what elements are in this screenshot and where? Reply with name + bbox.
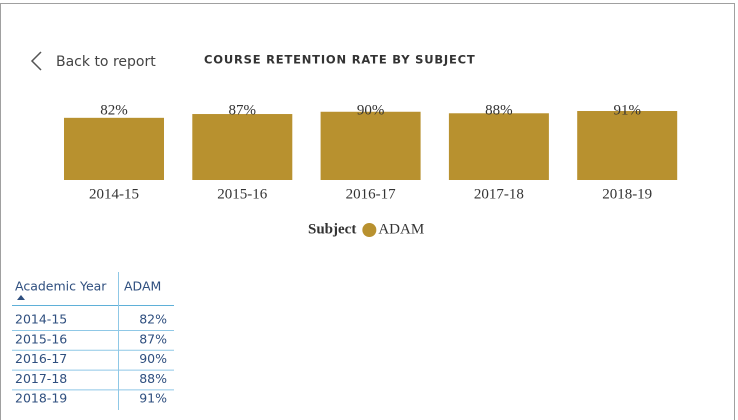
bar <box>64 117 164 180</box>
bar <box>448 113 549 180</box>
bar <box>577 111 678 180</box>
x-tick-label: 2016-17 <box>346 186 396 202</box>
sort-indicator <box>17 295 25 300</box>
cell: 91% <box>139 391 167 406</box>
column-header[interactable]: ADAM <box>124 279 161 294</box>
data-label: 87% <box>229 102 257 118</box>
cell: 88% <box>139 371 167 386</box>
legend-swatch <box>362 223 377 237</box>
x-tick-label: 2018-19 <box>602 186 652 202</box>
data-label: 82% <box>100 102 128 118</box>
table: Academic Year ADAM 2014-15 82% 2015-16 87% 2… <box>12 272 174 410</box>
back-label[interactable]: Back to report <box>56 54 156 70</box>
cell: 2015-16 <box>15 331 67 346</box>
cell: 2016-17 <box>15 351 67 366</box>
frame <box>0 3 735 420</box>
column-header[interactable]: Academic Year <box>15 279 107 294</box>
x-tick-label: 2014-15 <box>89 186 139 202</box>
chart-title: COURSE RETENTION RATE BY SUBJECT <box>204 53 476 67</box>
bar <box>320 111 421 180</box>
data-label: 88% <box>485 102 513 118</box>
x-tick-label: 2017-18 <box>474 186 524 202</box>
back-chevron <box>30 51 42 71</box>
bar <box>192 114 293 180</box>
data-label: 91% <box>613 102 641 118</box>
legend-title: Subject <box>308 221 356 237</box>
cell: 2014-15 <box>15 312 67 327</box>
cell: 2017-18 <box>15 371 67 386</box>
legend: Subject ADAM <box>308 221 424 237</box>
x-tick-label: 2015-16 <box>217 186 267 202</box>
back-button[interactable]: Back to report <box>30 51 156 71</box>
cell: 2018-19 <box>15 391 67 406</box>
data-label: 90% <box>357 102 385 118</box>
cell: 87% <box>139 331 167 346</box>
legend-label: ADAM <box>378 221 424 237</box>
cell: 82% <box>139 312 167 327</box>
cell: 90% <box>139 351 167 366</box>
